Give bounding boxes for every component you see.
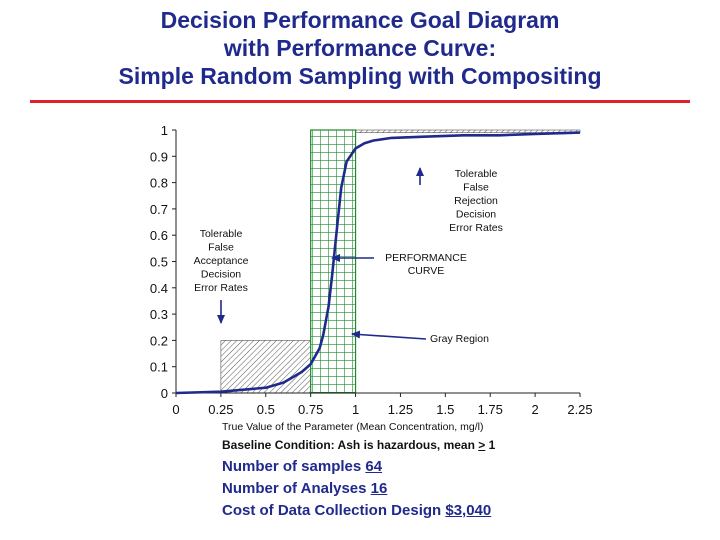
y-tick-label: 0.5	[150, 255, 168, 270]
false-rejection-annotation: Tolerable False Rejection Decision Error Rat…	[449, 168, 503, 234]
gray-region-arrow	[351, 330, 427, 340]
x-axis-label: True Value of the Parameter (Mean Concen…	[222, 421, 483, 433]
false-acceptance-region	[220, 340, 311, 394]
title-divider	[30, 100, 690, 103]
samples-label: Number of samples	[222, 458, 366, 475]
title-line-1: Decision Performance Goal Diagram	[160, 7, 560, 33]
samples-value: 64	[365, 458, 383, 475]
y-tick-label: 0.3	[150, 307, 168, 322]
y-tick-label: 0.1	[150, 360, 168, 375]
x-tick-label: 0.5	[257, 402, 275, 417]
x-tick-label: 2	[531, 402, 538, 417]
x-tick-label: 0	[172, 402, 179, 417]
x-tick-label: 0.25	[208, 402, 233, 417]
baseline-condition: Baseline Condition: Ash is hazardous, me…	[222, 438, 495, 452]
title-line-3: Simple Random Sampling with Compositing	[118, 63, 602, 89]
y-tick-label: 1	[161, 123, 168, 138]
cost-label: Cost of Data Collection Design	[222, 502, 446, 519]
y-tick-label: 0.2	[150, 333, 168, 348]
curve-layer	[175, 131, 581, 395]
y-tick-label: 0.7	[150, 202, 168, 217]
performance-curve-annotation: PERFORMANCE CURVE	[385, 252, 467, 277]
title-line-2: with Performance Curve:	[223, 35, 497, 61]
x-tick-label: 2.25	[567, 402, 592, 417]
axes-layer: 0 0.1 0.2 0.3 0.4 0.5 0.6 0.7 0.8 0.9 1 0 0.25 0.5 0.7…	[150, 123, 593, 433]
gray-region-annotation: Gray Region	[430, 333, 489, 345]
analyses-value: 16	[370, 480, 388, 497]
cost-line: Cost of Data Collection Design $3,040	[222, 502, 491, 519]
y-tick-label: 0	[161, 386, 168, 401]
baseline-label: Baseline Condition: Ash is hazardous, me…	[222, 438, 479, 452]
x-tick-label: 1.5	[436, 402, 454, 417]
annotation-layer: Tolerable False Rejection Decision Error Rat…	[194, 167, 503, 345]
x-tick-label: 1.75	[478, 402, 503, 417]
baseline-operator: >	[478, 438, 486, 452]
y-tick-label: 0.8	[150, 176, 168, 191]
analyses-label: Number of Analyses	[222, 480, 371, 497]
slide-title: Decision Performance Goal Diagram with P…	[0, 6, 720, 90]
x-tick-label: 1.25	[388, 402, 413, 417]
x-tick-label: 0.75	[298, 402, 323, 417]
baseline-value: 1	[485, 438, 496, 452]
performance-curve-line	[175, 131, 581, 395]
analyses-line: Number of Analyses 16	[222, 480, 387, 497]
y-tick-label: 0.6	[150, 228, 168, 243]
samples-line: Number of samples 64	[222, 458, 382, 475]
x-tick-label: 1	[352, 402, 359, 417]
y-tick-label: 0.9	[150, 149, 168, 164]
false-rejection-region	[355, 129, 581, 133]
false-acceptance-annotation: Tolerable False Acceptance Decision Error Ra…	[194, 228, 249, 294]
y-tick-label: 0.4	[150, 281, 168, 296]
cost-value: $3,040	[445, 502, 492, 519]
